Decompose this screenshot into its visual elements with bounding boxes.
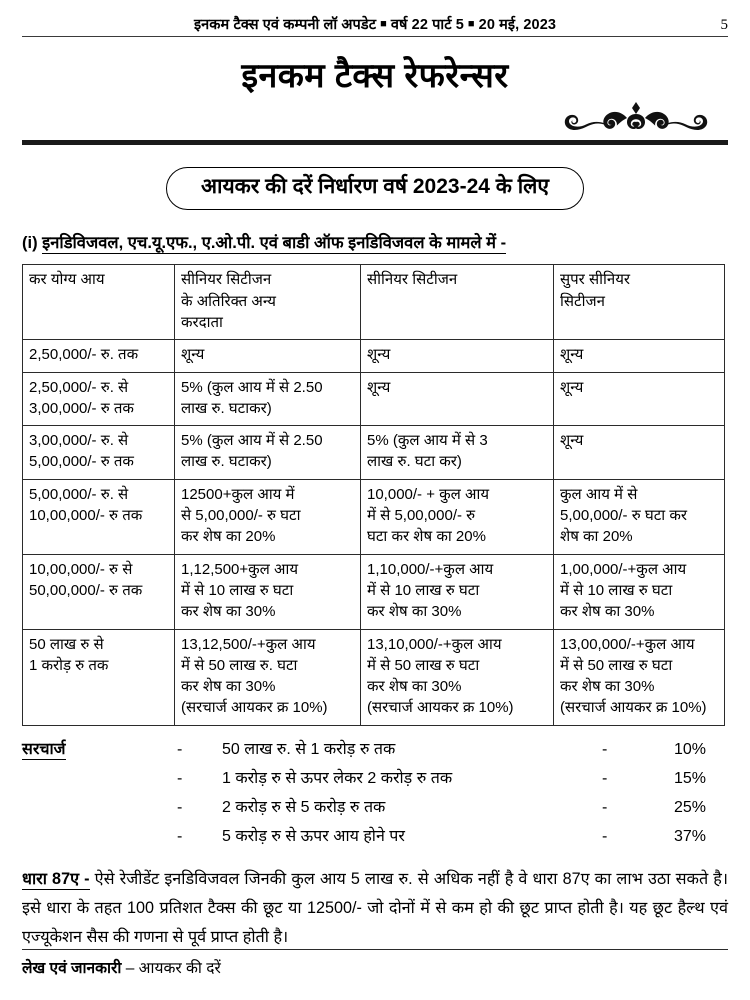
cell-slab: 50 लाख रु से 1 करोड़ रु तक xyxy=(22,628,175,726)
column-header-senior-citizen: सीनियर सिटीजन xyxy=(360,264,554,341)
cell-senior: शून्य xyxy=(360,371,554,427)
cell-super-senior: 1,00,000/-+कुल आय में से 10 लाख रु घटा क… xyxy=(553,553,725,630)
section-subheading: (i) इनडिविजवल, एच.यू.एफ., ए.ओ.पी. एवं बा… xyxy=(22,230,728,255)
cell-super-senior: शून्य xyxy=(553,371,725,427)
cell-senior: 10,000/- + कुल आय में से 5,00,000/- रु घ… xyxy=(360,478,554,555)
footer: लेख एवं जानकारी – आयकर की दरें xyxy=(22,949,728,978)
section-87a-body: ऐसे रेजीडेंट इनडिविजवल जिनकी कुल आय 5 ला… xyxy=(22,870,729,946)
table-row: 10,00,000/- रु से 50,00,000/- रु तक 1,12… xyxy=(22,553,725,630)
surcharge-label: सरचार्ज xyxy=(22,735,177,764)
table-row: 2,50,000/- रु. से 3,00,000/- रु तक 5% (क… xyxy=(22,371,725,427)
surcharge-row: सरचार्ज - 50 लाख रु. से 1 करोड़ रु तक - … xyxy=(22,735,724,764)
surcharge-row: - 1 करोड़ रु से ऊपर लेकर 2 करोड़ रु तक -… xyxy=(22,764,724,793)
header-divider xyxy=(22,36,728,37)
tax-rates-table: कर योग्य आय सीनियर सिटीजन के अतिरिक्त अन… xyxy=(22,264,725,726)
surcharge-label-text: सरचार्ज xyxy=(22,740,66,760)
footer-topic: आयकर की दरें xyxy=(138,960,221,977)
footer-label: लेख एवं जानकारी xyxy=(22,960,122,977)
running-head: इनकम टैक्स एवं कम्पनी लॉ अपडेट ■ वर्ष 22 प… xyxy=(22,0,728,36)
flourish-ornament-icon xyxy=(552,101,720,140)
surcharge-rate: 15% xyxy=(673,769,706,787)
page-title: इनकम टैक्स रेफरेन्सर xyxy=(241,57,509,95)
surcharge-dash-left: - xyxy=(177,769,183,787)
title-double-divider xyxy=(22,140,728,146)
cell-senior: 1,10,000/-+कुल आय में से 10 लाख रु घटा क… xyxy=(360,553,554,630)
footer-dash: – xyxy=(125,960,135,977)
surcharge-rate: 10% xyxy=(673,740,706,758)
cell-slab: 10,00,000/- रु से 50,00,000/- रु तक xyxy=(22,553,175,630)
page-number: 5 xyxy=(720,17,729,33)
cell-slab: 5,00,000/- रु. से 10,00,000/- रु तक xyxy=(22,478,175,555)
surcharge-dash-right: - xyxy=(602,798,608,816)
surcharge-range: 50 लाख रु. से 1 करोड़ रु तक xyxy=(222,740,396,758)
table-row: 50 लाख रु से 1 करोड़ रु तक 13,12,500/-+क… xyxy=(22,628,725,726)
surcharge-row: - 5 करोड़ रु से ऊपर आय होने पर - 37% xyxy=(22,822,724,851)
table-header-row: कर योग्य आय सीनियर सिटीजन के अतिरिक्त अन… xyxy=(22,264,725,341)
cell-super-senior: शून्य xyxy=(553,339,725,373)
footer-divider xyxy=(22,949,728,950)
surcharge-rate: 37% xyxy=(673,828,706,846)
surcharge-dash-left: - xyxy=(177,740,183,758)
running-head-separator-1: ■ xyxy=(380,18,387,30)
cell-slab: 3,00,000/- रु. से 5,00,000/- रु तक xyxy=(22,425,175,480)
surcharge-dash-right: - xyxy=(602,828,608,846)
surcharge-range: 2 करोड़ रु से 5 करोड़ रु तक xyxy=(222,798,386,816)
table-row: 3,00,000/- रु. से 5,00,000/- रु तक 5% (क… xyxy=(22,425,725,480)
ornament-container xyxy=(22,100,728,140)
section-87a-lead: धारा 87ए - xyxy=(22,870,90,891)
surcharge-rate: 25% xyxy=(673,798,706,816)
column-header-taxable-income: कर योग्य आय xyxy=(22,264,175,341)
section-subheading-text: इनडिविजवल, एच.यू.एफ., ए.ओ.पी. एवं बाडी ऑ… xyxy=(42,234,507,255)
column-header-other-taxpayers: सीनियर सिटीजन के अतिरिक्त अन्य करदाता xyxy=(174,264,361,341)
pill-heading-row: आयकर की दरें निर्धारण वर्ष 2023-24 के लि… xyxy=(22,167,728,211)
cell-senior: शून्य xyxy=(360,339,554,373)
surcharge-range: 1 करोड़ रु से ऊपर लेकर 2 करोड़ रु तक xyxy=(222,769,453,787)
cell-senior: 13,10,000/-+कुल आय में से 50 लाख रु घटा … xyxy=(360,628,554,726)
section-marker: (i) xyxy=(22,234,38,253)
running-head-separator-2: ■ xyxy=(467,18,475,30)
running-head-text: इनकम टैक्स एवं कम्पनी लॉ अपडेट ■ वर्ष 22 प… xyxy=(194,14,556,34)
surcharge-dash-left: - xyxy=(177,828,183,846)
cell-slab: 2,50,000/- रु. से 3,00,000/- रु तक xyxy=(22,371,175,427)
cell-slab: 2,50,000/- रु. तक xyxy=(22,339,175,373)
cell-super-senior: शून्य xyxy=(553,425,725,480)
cell-other: 13,12,500/-+कुल आय में से 50 लाख रु. घटा… xyxy=(174,628,361,726)
surcharge-dash-right: - xyxy=(602,769,608,787)
section-87a-paragraph: धारा 87ए - ऐसे रेजीडेंट इनडिविजवल जिनकी … xyxy=(22,865,728,951)
cell-other: शून्य xyxy=(174,339,361,373)
cell-other: 5% (कुल आय में से 2.50 लाख रु. घटाकर) xyxy=(174,425,361,480)
surcharge-range: 5 करोड़ रु से ऊपर आय होने पर xyxy=(222,828,405,846)
cell-super-senior: 13,00,000/-+कुल आय में से 50 लाख रु घटा … xyxy=(553,628,725,726)
table-row: 5,00,000/- रु. से 10,00,000/- रु तक 1250… xyxy=(22,478,725,555)
surcharge-dash-left: - xyxy=(177,798,183,816)
cell-senior: 5% (कुल आय में से 3 लाख रु. घटा कर) xyxy=(360,425,554,480)
surcharge-row: - 2 करोड़ रु से 5 करोड़ रु तक - 25% xyxy=(22,793,724,822)
footer-text: लेख एवं जानकारी – आयकर की दरें xyxy=(22,956,728,978)
table-row: 2,50,000/- रु. तक शून्य शून्य शून्य xyxy=(22,339,725,373)
cell-other: 12500+कुल आय में से 5,00,000/- रु घटा कर… xyxy=(174,478,361,555)
surcharge-dash-right: - xyxy=(602,740,608,758)
running-head-date: 20 मई, 2023 xyxy=(478,17,557,33)
column-header-super-senior-citizen: सुपर सीनियर सिटीजन xyxy=(553,264,725,341)
rates-year-heading: आयकर की दरें निर्धारण वर्ष 2023-24 के लि… xyxy=(165,167,585,211)
surcharge-section: सरचार्ज - 50 लाख रु. से 1 करोड़ रु तक - … xyxy=(22,735,724,851)
cell-other: 5% (कुल आय में से 2.50 लाख रु. घटाकर) xyxy=(174,371,361,427)
cell-super-senior: कुल आय में से 5,00,000/- रु घटा कर शेष क… xyxy=(553,478,725,555)
cell-other: 1,12,500+कुल आय में से 10 लाख रु घटा कर … xyxy=(174,553,361,630)
running-head-volume: वर्ष 22 पार्ट 5 xyxy=(390,17,464,33)
running-head-publication: इनकम टैक्स एवं कम्पनी लॉ अपडेट xyxy=(193,17,377,33)
